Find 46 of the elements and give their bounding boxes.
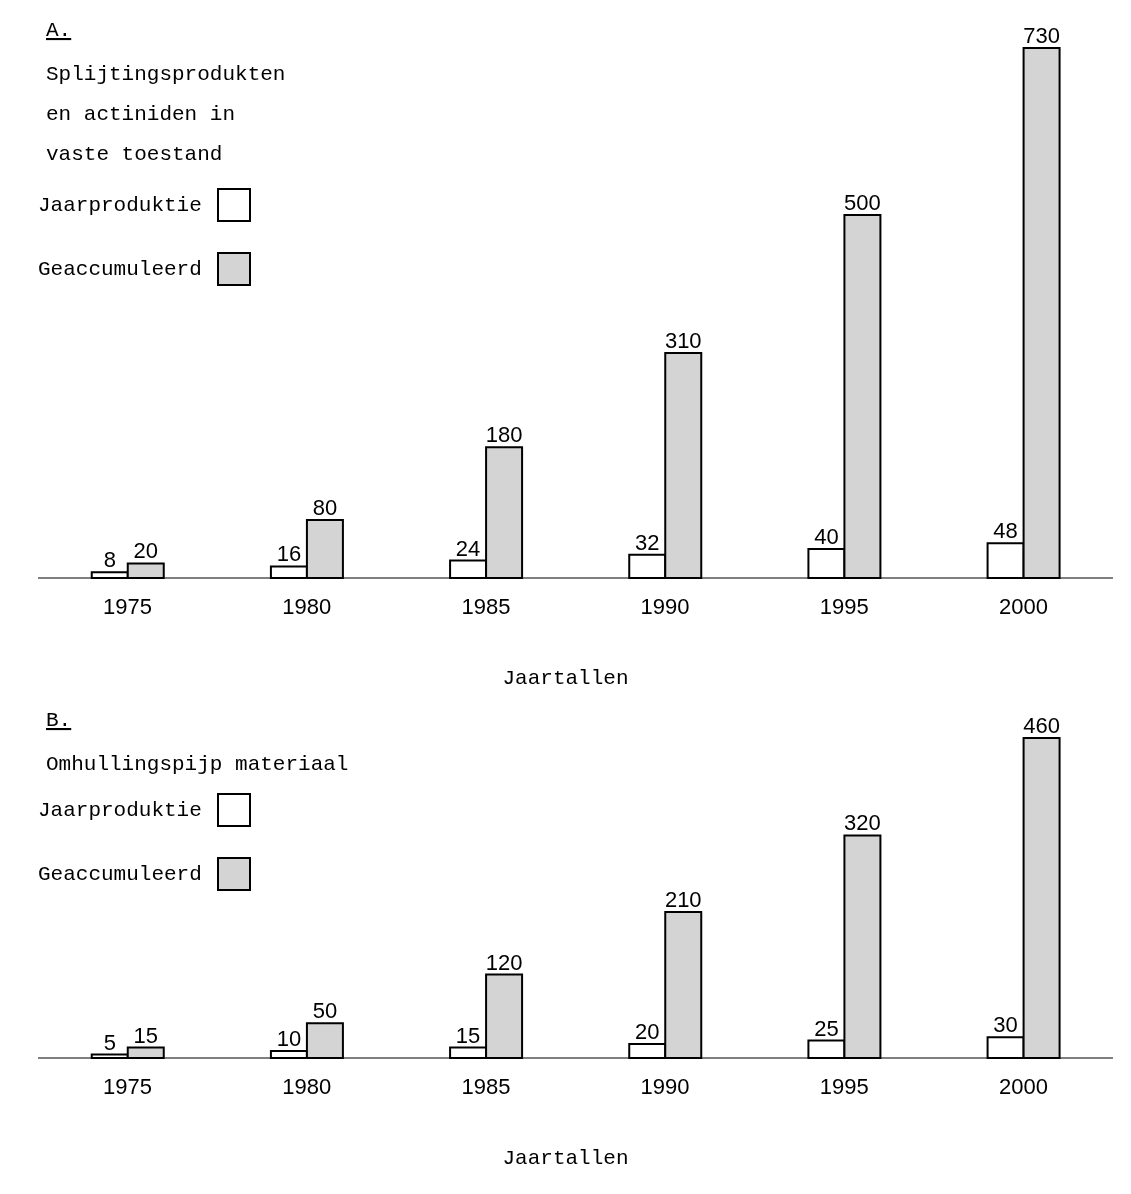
data-label: 8: [103, 547, 116, 573]
x-tick-label: 1985: [461, 1073, 511, 1099]
data-label: 40: [814, 523, 839, 549]
legend-label: Geaccumuleerd: [38, 862, 202, 886]
data-label: 320: [844, 810, 881, 836]
text: Splijtingsprodukten en actiniden in vaste toestand: [46, 63, 286, 166]
legend-label: Geaccumuleerd: [38, 257, 202, 281]
x-tick-label: 1990: [640, 1073, 690, 1099]
data-label: 50: [312, 998, 338, 1024]
legend-label: Jaarproduktie: [38, 193, 202, 217]
x-tick-label: 2000: [998, 593, 1048, 619]
x-tick-label: 1975: [103, 1073, 153, 1099]
data-label: 15: [133, 1022, 158, 1048]
data-label: 730: [1023, 23, 1060, 48]
data-label: 32: [635, 529, 660, 555]
data-label: 20: [133, 538, 158, 564]
x-tick-label: 1975: [103, 593, 153, 619]
data-label: 210: [664, 886, 702, 912]
data-label: 16: [276, 541, 302, 567]
data-label: 48: [993, 518, 1018, 544]
x-tick-label: 1995: [819, 1073, 869, 1099]
x-tick-label: 1990: [640, 593, 690, 619]
data-label: 20: [635, 1019, 660, 1045]
data-label: 15: [455, 1022, 481, 1048]
data-label: 5: [103, 1029, 116, 1055]
x-axis-title: Jaartallen: [501, 1147, 630, 1170]
data-label: 460: [1023, 713, 1060, 738]
chart-title: B.: [46, 709, 72, 732]
x-tick-label: 1985: [461, 593, 511, 619]
data-label: 180: [485, 422, 523, 448]
data-label: 310: [664, 327, 702, 353]
data-label: 80: [312, 494, 338, 520]
text: Omhullingspijp materiaal: [46, 753, 349, 776]
data-label: 10: [276, 1026, 302, 1052]
chart-title: A.: [46, 19, 72, 42]
x-tick-label: 1995: [819, 593, 869, 619]
data-label: 30: [993, 1012, 1018, 1038]
legend-label: Jaarproduktie: [38, 798, 202, 822]
data-label: 25: [814, 1015, 839, 1041]
x-axis-title: Jaartallen: [501, 667, 630, 690]
x-tick-label: 1980: [282, 1073, 332, 1099]
data-label: 500: [844, 189, 881, 215]
data-label: 120: [485, 949, 523, 975]
x-tick-label: 1980: [282, 593, 332, 619]
x-tick-label: 2000: [998, 1073, 1048, 1099]
data-label: 24: [455, 535, 481, 561]
